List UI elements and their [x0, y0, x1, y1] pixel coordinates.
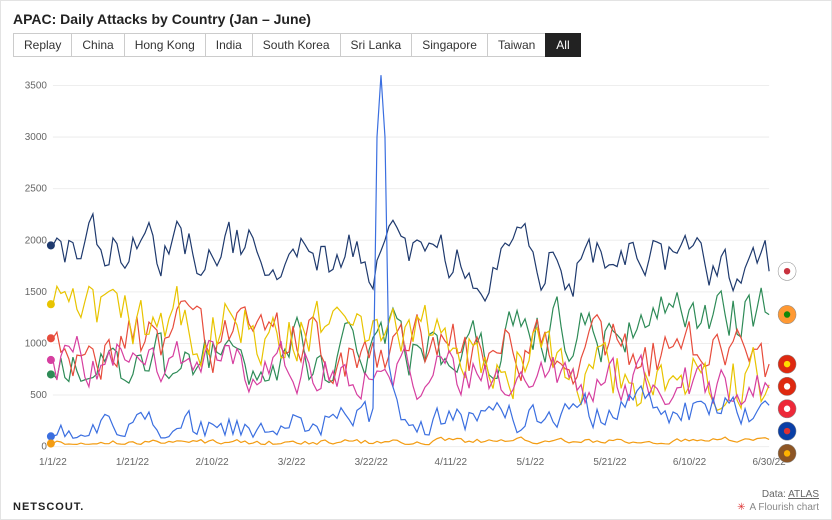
flag-taiwan [778, 422, 796, 440]
start-dot [47, 334, 55, 342]
tab-hong-kong[interactable]: Hong Kong [124, 33, 206, 57]
start-dot [47, 300, 55, 308]
svg-text:500: 500 [30, 390, 47, 401]
svg-text:3/2/22: 3/2/22 [278, 457, 306, 468]
flag-south-korea [778, 262, 796, 280]
svg-text:2500: 2500 [25, 184, 48, 195]
svg-text:6/10/22: 6/10/22 [673, 457, 707, 468]
series-south-korea [53, 214, 769, 301]
flag-singapore [778, 400, 796, 418]
start-dot [47, 370, 55, 378]
tab-india[interactable]: India [205, 33, 253, 57]
svg-text:1/21/22: 1/21/22 [116, 457, 150, 468]
svg-text:4/11/22: 4/11/22 [435, 457, 468, 468]
svg-text:3500: 3500 [25, 80, 48, 91]
tab-sri-lanka[interactable]: Sri Lanka [340, 33, 413, 57]
flourish-credit: A Flourish chart [737, 502, 819, 513]
svg-text:3/22/22: 3/22/22 [355, 457, 389, 468]
flag-hong-kong [778, 377, 796, 395]
svg-text:1500: 1500 [25, 287, 48, 298]
series-taiwan [53, 75, 769, 438]
tab-replay[interactable]: Replay [13, 33, 72, 57]
start-dot [47, 241, 55, 249]
chart-area: 0 500 1000 1500 2000 2500 3000 3500 1/1/22 1/21/2… [13, 65, 819, 471]
tab-singapore[interactable]: Singapore [411, 33, 488, 57]
tab-china[interactable]: China [71, 33, 124, 57]
svg-text:2000: 2000 [25, 235, 48, 246]
tab-south-korea[interactable]: South Korea [252, 33, 341, 57]
country-tabs: ReplayChinaHong KongIndiaSouth KoreaSri … [1, 33, 831, 63]
flag-sri-lanka [778, 444, 796, 462]
brand-logo: NETSCOUT. [13, 501, 84, 513]
data-source: Data: ATLAS [762, 489, 819, 500]
svg-text:1000: 1000 [25, 338, 48, 349]
svg-text:2/10/22: 2/10/22 [195, 457, 229, 468]
series-sri-lanka [53, 437, 769, 445]
start-dot [47, 439, 55, 447]
tab-all[interactable]: All [545, 33, 580, 57]
tab-taiwan[interactable]: Taiwan [487, 33, 546, 57]
svg-text:5/1/22: 5/1/22 [517, 457, 545, 468]
svg-text:5/21/22: 5/21/22 [593, 457, 627, 468]
chart-title: APAC: Daily Attacks by Country (Jan – Ju… [1, 1, 831, 33]
start-dot [47, 432, 55, 440]
svg-text:3000: 3000 [25, 132, 48, 143]
flag-china [778, 355, 796, 373]
svg-text:0: 0 [41, 442, 47, 453]
start-dot [47, 356, 55, 364]
flag-india [778, 305, 796, 323]
svg-text:1/1/22: 1/1/22 [39, 457, 67, 468]
footer: NETSCOUT. Data: ATLAS A Flourish chart [13, 489, 819, 513]
